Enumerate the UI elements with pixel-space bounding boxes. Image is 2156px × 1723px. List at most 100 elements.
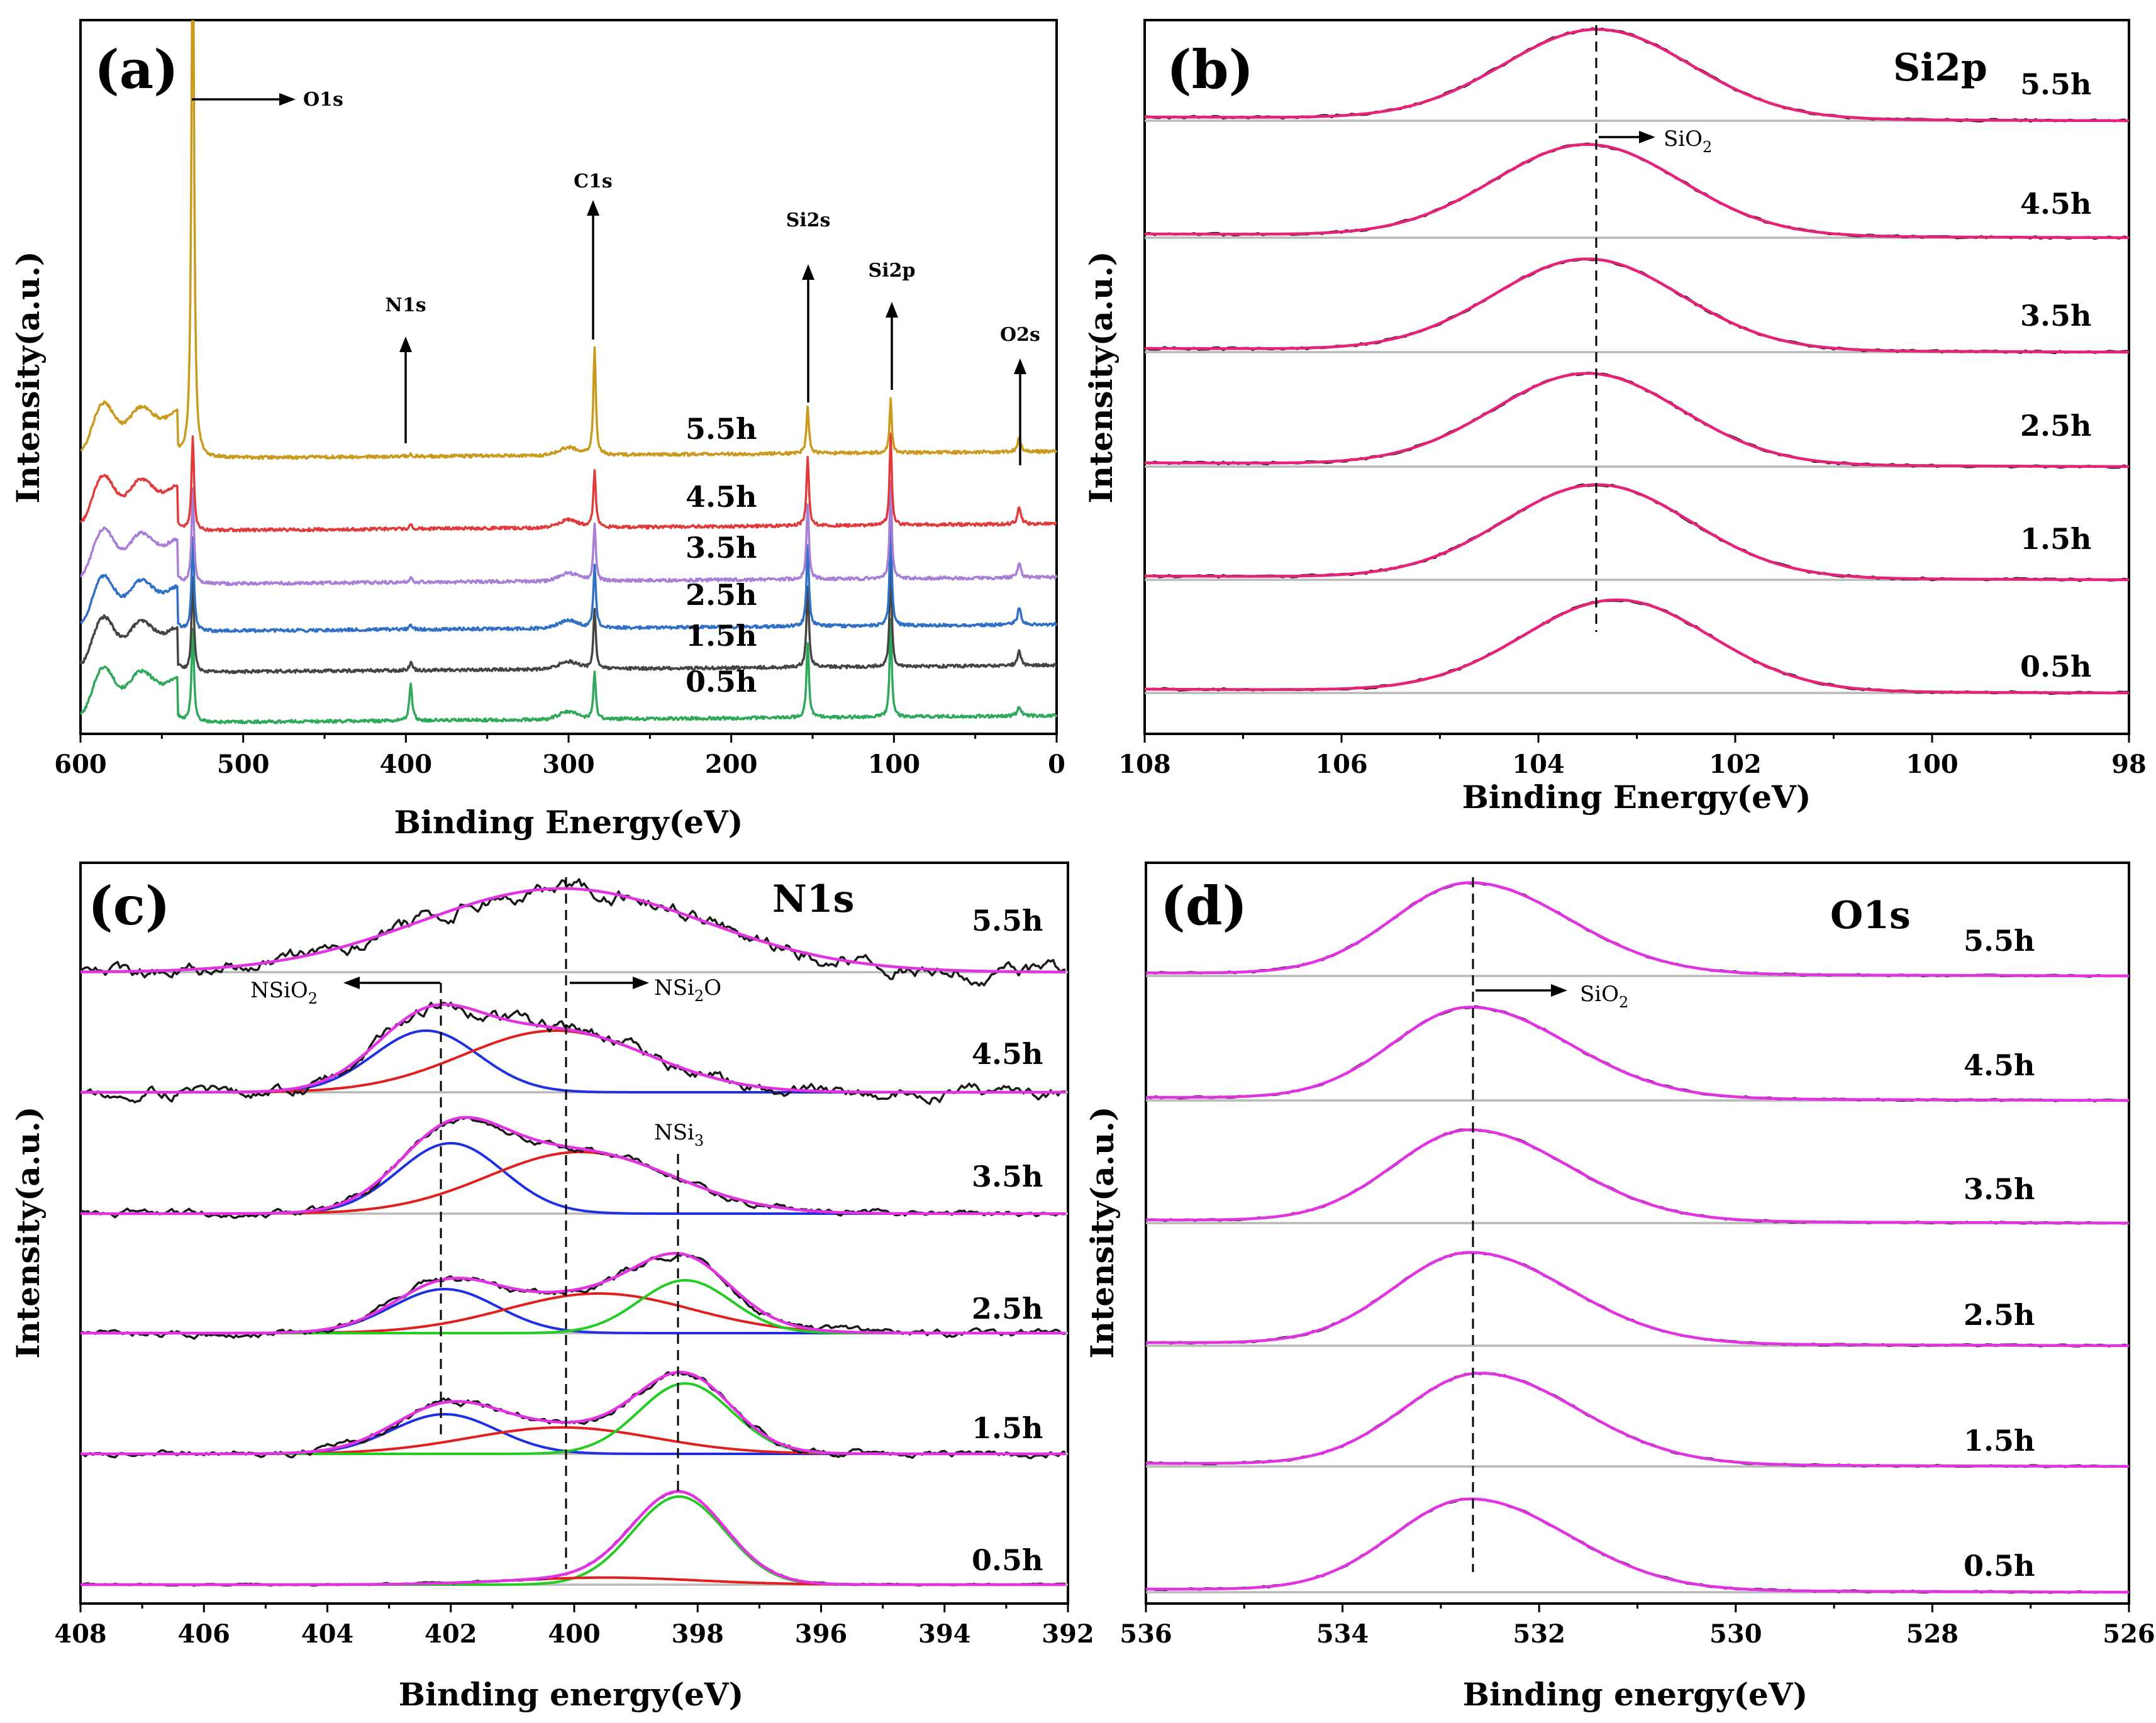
panel-b-fit-4.5h <box>1145 143 2129 240</box>
panel-b-x-axis-title: Binding Energy(eV) <box>1462 778 1811 816</box>
panel-d-tick-label: 530 <box>1709 1619 1762 1649</box>
o2s-arrow-head <box>1014 358 1026 374</box>
panel-b-fit-2.5h <box>1145 372 2129 468</box>
panel-c-tick-label: 394 <box>918 1619 971 1649</box>
panel-c-label-0.5h: 0.5h <box>972 1543 1043 1577</box>
nsi3-label: NSi3 <box>654 1120 704 1150</box>
panel-d-sio2-label: SiO2 <box>1580 982 1628 1011</box>
panel-d-tick-label: 526 <box>2103 1619 2155 1649</box>
panel-a-tick-label: 200 <box>705 750 758 779</box>
panel-c-raw-4.5h <box>80 1001 1066 1105</box>
nsi2o-arrow-head <box>633 977 649 989</box>
panel-b-letter: (b) <box>1167 38 1253 101</box>
panel-c-component-3.5h-0 <box>81 1142 1066 1215</box>
panel-d-fit-1.5h <box>1146 1371 2129 1468</box>
panel-a-x-ticks: 600 500 400 300 200 100 0 <box>54 734 1065 779</box>
panel-b-label-1.5h: 1.5h <box>2020 522 2091 556</box>
panel-b-raw-1.5h <box>1144 483 2130 582</box>
panel-b-raw-2.5h <box>1144 372 2130 469</box>
panel-c-component-4.5h-1 <box>81 1029 1066 1094</box>
nsio2-arrow-head <box>343 977 360 989</box>
nsi2o-label: NSi2O <box>654 975 721 1005</box>
panel-b-series-group <box>1144 27 2130 695</box>
panel-c-series-group <box>79 878 1068 1587</box>
panel-c-component-1.5h-0 <box>81 1413 1066 1455</box>
o1s-label: O1s <box>303 89 343 111</box>
panel-d-o1s-spectra: 536 534 532 530 528 526 SiO2 (d) O1s Binding … <box>1084 862 2155 1713</box>
panel-b-sio2-arrow-head <box>1639 131 1655 143</box>
panel-c-tick-label: 402 <box>425 1619 477 1649</box>
panel-b-label-2.5h: 2.5h <box>2020 409 2091 443</box>
panel-d-sio2-arrow-head <box>1551 984 1567 997</box>
panel-d-label-2.5h: 2.5h <box>1964 1298 2035 1332</box>
panel-a-tick-label: 0 <box>1048 750 1065 779</box>
panel-c-component-2.5h-2 <box>81 1279 1066 1334</box>
panel-c-x-axis-title: Binding energy(eV) <box>399 1676 744 1713</box>
panel-c-raw-3.5h <box>79 1116 1066 1219</box>
panel-b-fit-0.5h <box>1145 598 2129 695</box>
panel-b-label-3.5h: 3.5h <box>2020 299 2091 333</box>
panel-d-tick-label: 528 <box>1906 1619 1959 1649</box>
panel-b-x-ticks: 108 106 104 102 100 98 <box>1118 734 2147 779</box>
panel-c-tick-label: 392 <box>1042 1619 1094 1649</box>
panel-a-tick-label: 400 <box>380 750 433 779</box>
panel-b-sio2-label: SiO2 <box>1664 126 1712 156</box>
panel-b-y-axis-title: Intensity(a.u.) <box>1082 251 1120 503</box>
panel-a-series-0.5h <box>79 618 1058 725</box>
panel-c-component-4.5h-0 <box>81 1029 1066 1094</box>
panel-a-series-3.5h <box>80 480 1058 587</box>
panel-d-fit-2.5h <box>1146 1251 2129 1348</box>
panel-d-fit-4.5h <box>1146 1006 2129 1102</box>
panel-b-title: Si2p <box>1893 46 1987 90</box>
panel-c-x-ticks: 408 406 404 402 400 398 396 394 392 <box>54 1604 1094 1649</box>
si2s-arrow-head <box>802 264 814 280</box>
panel-c-tick-label: 408 <box>54 1619 107 1649</box>
panel-d-tick-label: 536 <box>1120 1619 1172 1649</box>
panel-a-series-4.5h <box>79 432 1057 533</box>
panel-c-tick-label: 400 <box>548 1619 601 1649</box>
panel-c-fit-4.5h <box>81 1002 1066 1094</box>
panel-d-x-axis-title: Binding energy(eV) <box>1463 1676 1808 1713</box>
panel-a-label-3.5h: 3.5h <box>686 531 757 565</box>
panel-b-tick-label: 102 <box>1709 750 1762 779</box>
panel-c-title: N1s <box>772 877 854 921</box>
o1s-arrow-head <box>279 93 296 106</box>
panel-a-label-0.5h: 0.5h <box>686 665 757 699</box>
panel-a-frame <box>79 19 1058 735</box>
panel-d-label-5.5h: 5.5h <box>1964 924 2035 958</box>
panel-b-fit-5.5h <box>1145 28 2129 123</box>
panel-a-series-1.5h <box>79 560 1057 675</box>
panel-c-fit-3.5h <box>81 1116 1066 1216</box>
si2p-arrow-head <box>886 302 898 318</box>
panel-c-raw-5.5h <box>79 878 1066 987</box>
panel-a-letter: (a) <box>94 38 179 101</box>
panel-a-label-4.5h: 4.5h <box>686 480 757 514</box>
panel-b-tick-label: 108 <box>1118 750 1171 779</box>
panel-c-letter: (c) <box>88 875 170 937</box>
c1s-label: C1s <box>574 170 613 192</box>
panel-b-fit-1.5h <box>1145 483 2129 582</box>
panel-b-raw-3.5h <box>1144 258 2130 355</box>
panel-d-fit-3.5h <box>1146 1128 2129 1225</box>
panel-b-tick-label: 104 <box>1512 750 1565 779</box>
panel-a-tick-label: 100 <box>868 750 921 779</box>
panel-b-fit-3.5h <box>1145 257 2129 354</box>
panel-a-label-5.5h: 5.5h <box>686 412 757 446</box>
panel-d-label-3.5h: 3.5h <box>1964 1172 2035 1206</box>
panel-c-tick-label: 396 <box>795 1619 848 1649</box>
panel-d-label-0.5h: 0.5h <box>1964 1549 2035 1583</box>
panel-a-tick-label: 300 <box>542 750 595 779</box>
n1s-label: N1s <box>385 294 426 316</box>
panel-c-fit-2.5h <box>81 1251 1066 1335</box>
panel-a-survey-spectra: 600 500 400 300 200 100 0 (a) Binding Energy(e… <box>9 19 1065 841</box>
panel-c-component-2.5h-1 <box>81 1292 1066 1334</box>
panel-d-label-4.5h: 4.5h <box>1964 1048 2035 1082</box>
panel-d-label-1.5h: 1.5h <box>1964 1424 2035 1458</box>
panel-c-frame <box>79 862 1069 1605</box>
si2p-label: Si2p <box>869 260 916 282</box>
panel-d-letter: (d) <box>1160 875 1247 937</box>
panel-a-label-2.5h: 2.5h <box>686 578 757 612</box>
panel-d-fit-5.5h <box>1146 881 2129 978</box>
panel-c-label-4.5h: 4.5h <box>972 1037 1043 1071</box>
